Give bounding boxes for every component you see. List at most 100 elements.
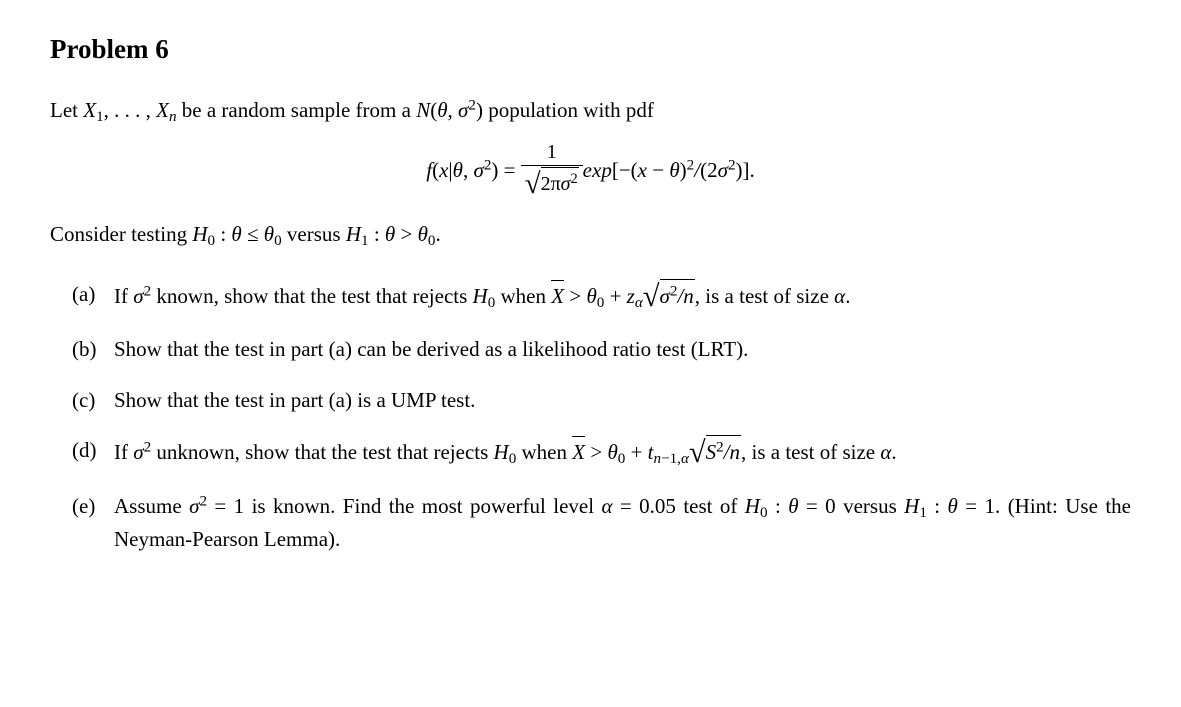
e-H1-sub: 1 (919, 505, 927, 521)
d-Xbar-text: X (572, 440, 585, 464)
intro-comma: , (448, 98, 459, 122)
item-a: (a) If σ2 known, show that the test that… (50, 279, 1131, 315)
consider-gt: > (395, 222, 417, 246)
eq-body-2sig: (2 (700, 158, 718, 182)
consider-colon2: : (369, 222, 385, 246)
a-gt: > (564, 284, 586, 308)
consider-text: Consider testing H0 : θ ≤ θ0 versus H1 :… (50, 219, 1131, 253)
d-alpha2: α (880, 440, 891, 464)
consider-theta0: θ (264, 222, 274, 246)
d-plus: + (625, 440, 647, 464)
e-eq0: = 0 versus (799, 494, 905, 518)
e-theta2: θ (948, 494, 958, 518)
a-n: n (683, 284, 694, 308)
intro-N: N (416, 98, 430, 122)
d-sqrt: √S2/n (689, 435, 741, 467)
a-sigma: σ (133, 284, 143, 308)
d-theta0: θ (607, 440, 617, 464)
consider-pre: Consider testing (50, 222, 192, 246)
d-pre: If (114, 440, 133, 464)
consider-theta2: θ (385, 222, 395, 246)
eq-body-theta: θ (669, 158, 679, 182)
eq-den-sigma-sq: 2 (570, 171, 577, 187)
eq-body-sigma: σ (718, 158, 728, 182)
intro-theta: θ (437, 98, 447, 122)
a-z-alpha: α (635, 294, 643, 310)
d-post: , is a test of size (741, 440, 880, 464)
e-eq1: = 1 is known. Find the most powerful lev… (207, 494, 601, 518)
e-alpha: α (601, 494, 612, 518)
item-b-label: (b) (72, 334, 114, 364)
intro-x1: X (83, 98, 96, 122)
e-colon2: : (927, 494, 948, 518)
d-t-sub-rest: −1, (661, 451, 681, 467)
intro-sigma: σ (458, 98, 468, 122)
item-c-body: Show that the test in part (a) is a UMP … (114, 385, 1131, 415)
d-mid1: unknown, show that the test that rejects (151, 440, 493, 464)
eq-sigma: σ (473, 158, 483, 182)
a-theta0: θ (586, 284, 596, 308)
e-H0-sub: 0 (760, 505, 768, 521)
e-sigma: σ (189, 494, 199, 518)
a-post: , is a test of size (695, 284, 834, 308)
e-H1: H (904, 494, 919, 518)
consider-theta0-sub: 0 (274, 233, 282, 249)
intro-mid2: be a random sample from a (177, 98, 417, 122)
e-eq05: = 0.05 test of (613, 494, 745, 518)
consider-colon: : (215, 222, 231, 246)
e-colon: : (768, 494, 789, 518)
consider-dot: . (435, 222, 440, 246)
item-b: (b) Show that the test in part (a) can b… (50, 334, 1131, 364)
intro-post: population with pdf (483, 98, 654, 122)
a-dot: . (845, 284, 850, 308)
intro-sigma-sq: 2 (468, 98, 476, 114)
intro-close: ) (476, 98, 483, 122)
d-when: when (516, 440, 572, 464)
a-H0: H (473, 284, 488, 308)
eq-comma: , (463, 158, 474, 182)
intro-mid1: , . . . , (104, 98, 157, 122)
item-c: (c) Show that the test in part (a) is a … (50, 385, 1131, 415)
eq-fraction: 1√2πσ2 (521, 141, 583, 199)
e-theta: θ (788, 494, 798, 518)
item-a-label: (a) (72, 279, 114, 315)
d-t-sub: n−1,α (654, 451, 689, 467)
consider-theta: θ (231, 222, 241, 246)
consider-H0-sub: 0 (208, 233, 216, 249)
e-pre: Assume (114, 494, 189, 518)
eq-den-sigma: σ (561, 173, 571, 195)
e-sq: 2 (199, 493, 207, 509)
item-e: (e) Assume σ2 = 1 is known. Find the mos… (50, 491, 1131, 555)
a-z: z (627, 284, 635, 308)
d-t-sub-alpha: α (681, 451, 689, 467)
d-dot: . (891, 440, 896, 464)
eq-body-end: )]. (736, 158, 755, 182)
a-Xbar: X (551, 279, 564, 311)
a-plus: + (604, 284, 626, 308)
d-gt: > (585, 440, 607, 464)
intro-pre: Let (50, 98, 83, 122)
item-d: (d) If σ2 unknown, show that the test th… (50, 435, 1131, 471)
a-alpha2: α (834, 284, 845, 308)
consider-le: ≤ (242, 222, 264, 246)
d-n: n (730, 440, 741, 464)
eq-exp: exp (583, 158, 612, 182)
a-Xbar-text: X (551, 284, 564, 308)
eq-equals: = (498, 158, 520, 182)
item-b-body: Show that the test in part (a) can be de… (114, 334, 1131, 364)
consider-versus: versus (282, 222, 346, 246)
intro-text: Let X1, . . . , Xn be a random sample fr… (50, 95, 1131, 129)
consider-H0: H (192, 222, 207, 246)
item-c-label: (c) (72, 385, 114, 415)
consider-H1: H (346, 222, 361, 246)
eq-theta: θ (453, 158, 463, 182)
eq-num: 1 (521, 141, 583, 165)
d-t-sub-n: n (654, 451, 662, 467)
intro-xn-sub: n (169, 109, 177, 125)
a-when: when (495, 284, 551, 308)
d-S: S (706, 440, 717, 464)
item-e-body: Assume σ2 = 1 is known. Find the most po… (114, 491, 1131, 555)
eq-body-close: ) (680, 158, 687, 182)
eq-body-sigsq: 2 (728, 157, 736, 173)
pdf-equation: f(x|θ, σ2) = 1√2πσ2exp[−(x − θ)2/(2σ2)]. (50, 143, 1131, 201)
